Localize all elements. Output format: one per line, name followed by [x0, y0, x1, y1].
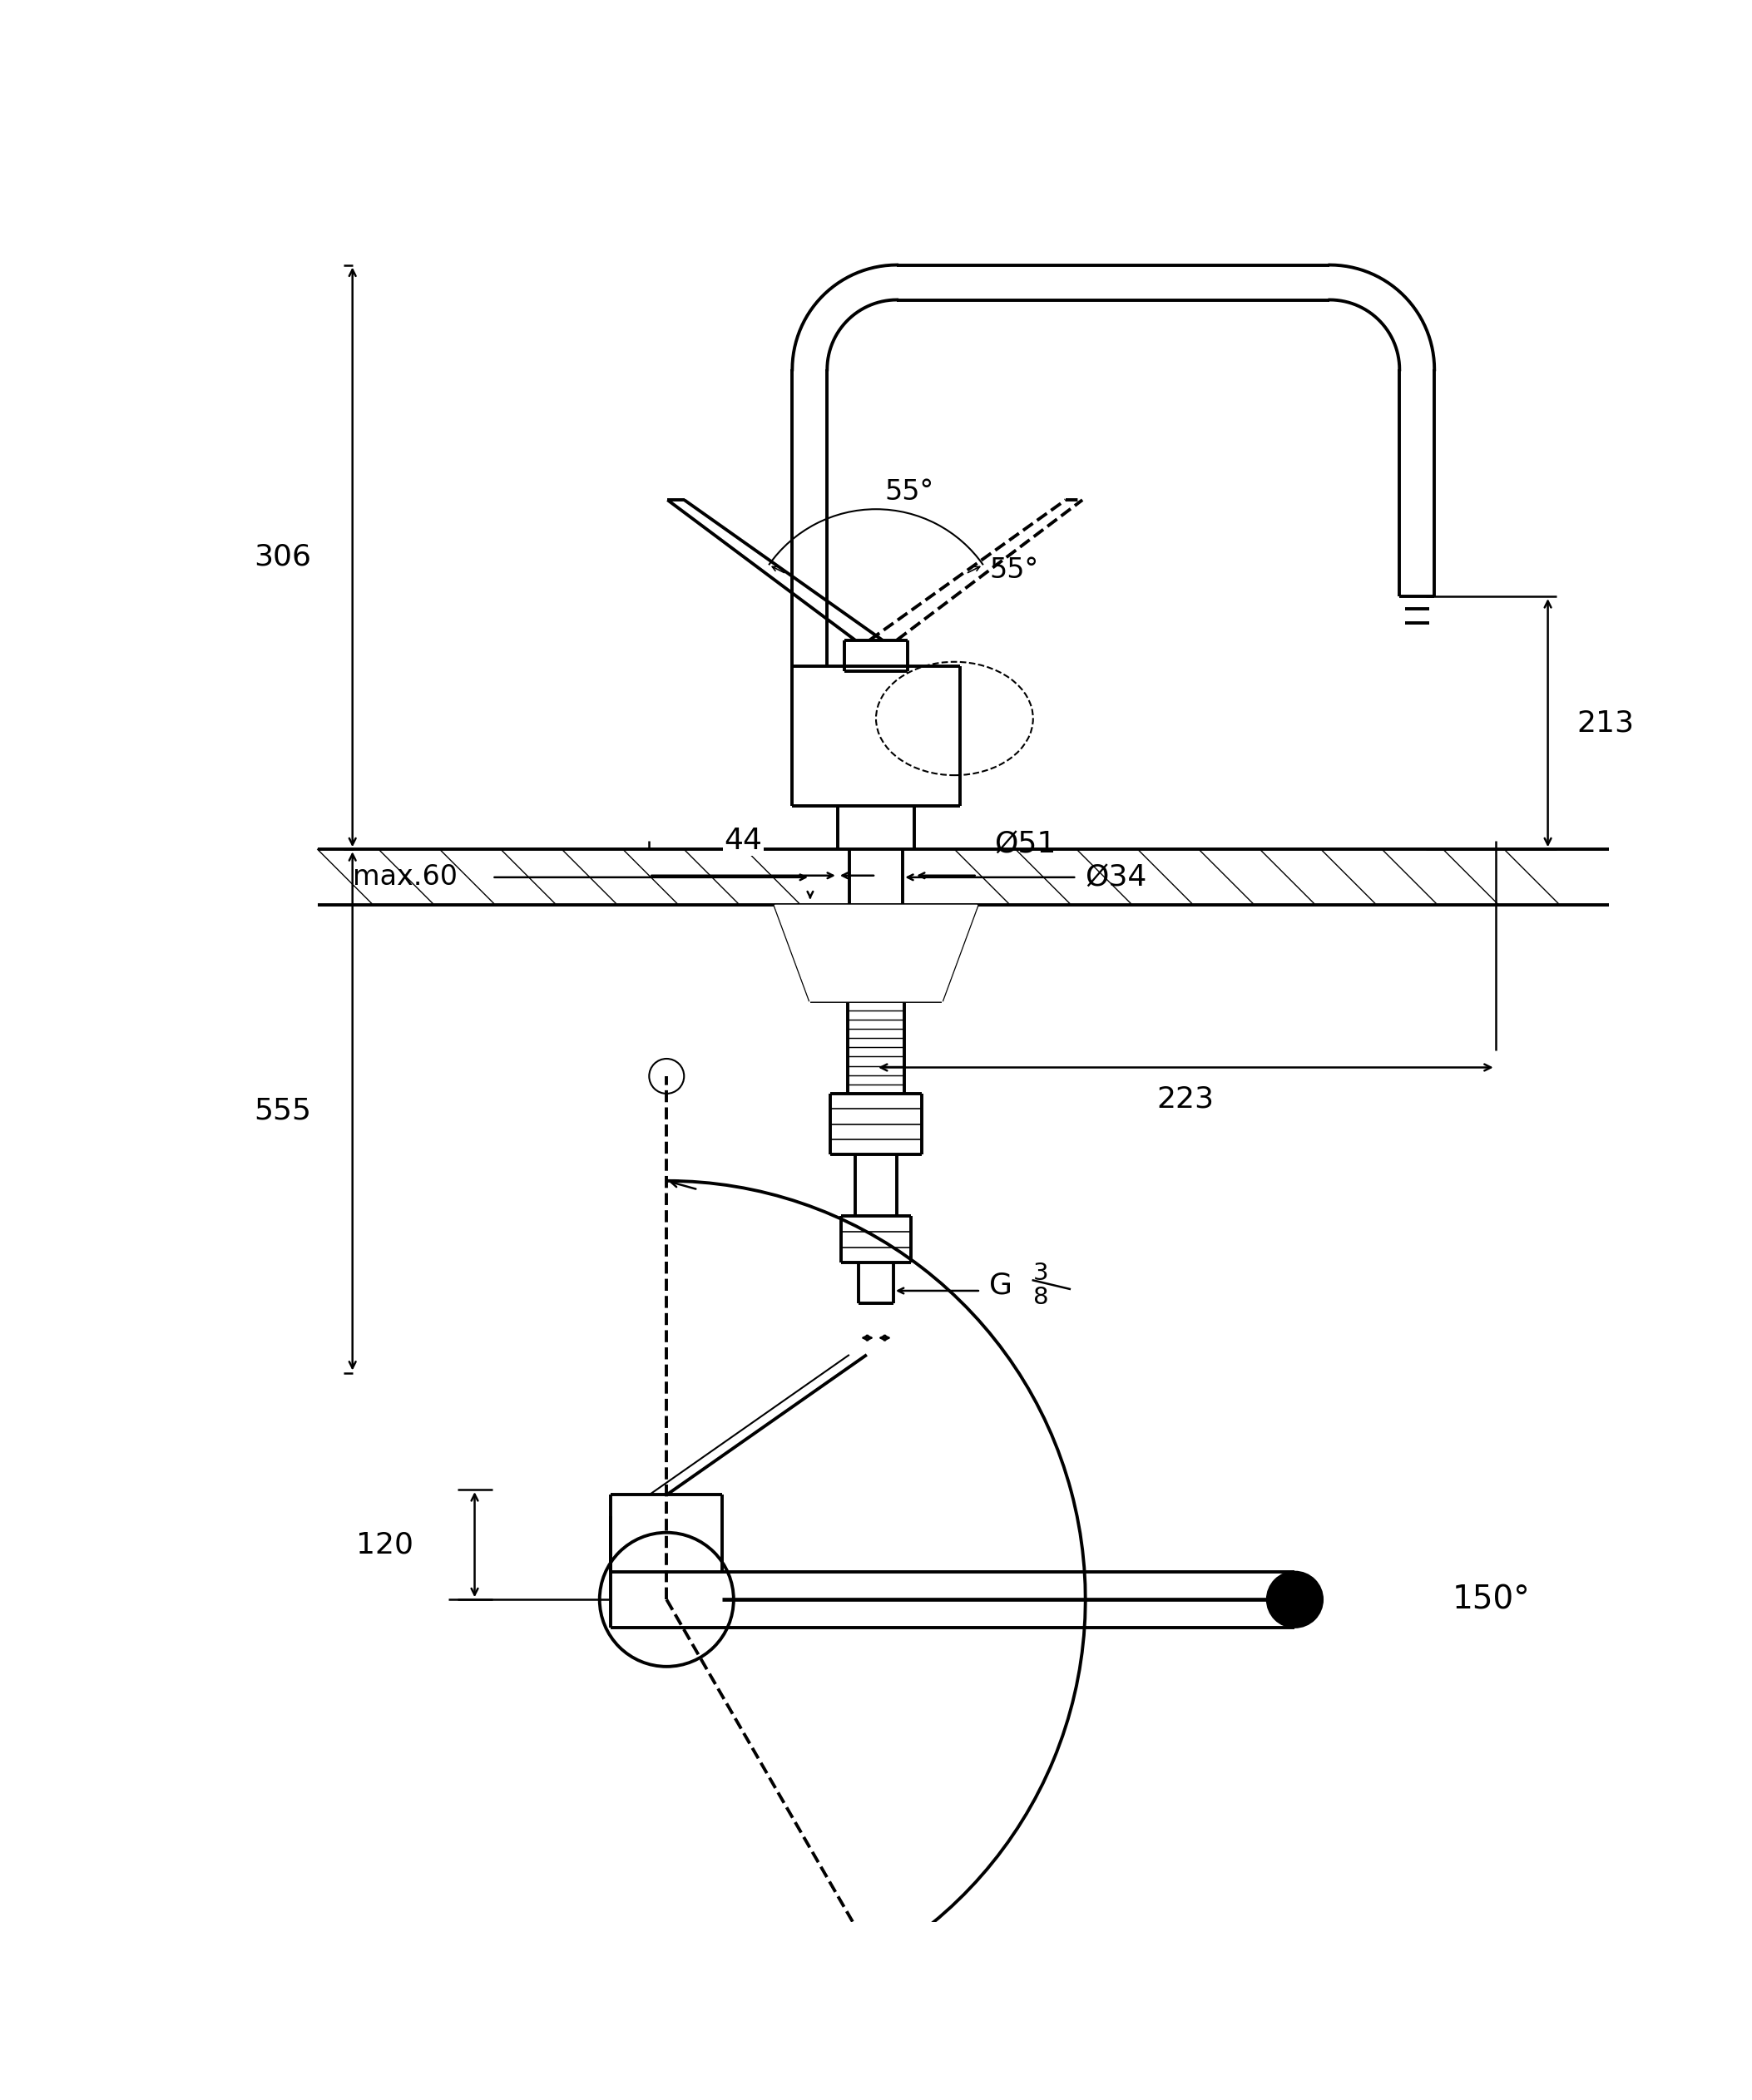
- Text: 120: 120: [356, 1531, 413, 1558]
- Text: 44: 44: [724, 825, 762, 855]
- Text: Ø51: Ø51: [995, 830, 1056, 859]
- Text: 150°: 150°: [1452, 1583, 1529, 1615]
- Text: 213: 213: [1577, 708, 1635, 737]
- Text: 8: 8: [1034, 1285, 1048, 1310]
- Text: 3: 3: [1034, 1262, 1048, 1285]
- Text: G: G: [990, 1270, 1013, 1300]
- Text: 55°: 55°: [990, 556, 1039, 584]
- Polygon shape: [774, 905, 978, 1002]
- Text: max.60: max.60: [352, 863, 457, 890]
- Text: 55°: 55°: [885, 479, 934, 506]
- Text: Ø34: Ø34: [1086, 863, 1148, 890]
- Text: 555: 555: [254, 1096, 312, 1126]
- Text: 223: 223: [1156, 1086, 1214, 1113]
- Circle shape: [1267, 1571, 1323, 1628]
- Text: 306: 306: [254, 544, 312, 571]
